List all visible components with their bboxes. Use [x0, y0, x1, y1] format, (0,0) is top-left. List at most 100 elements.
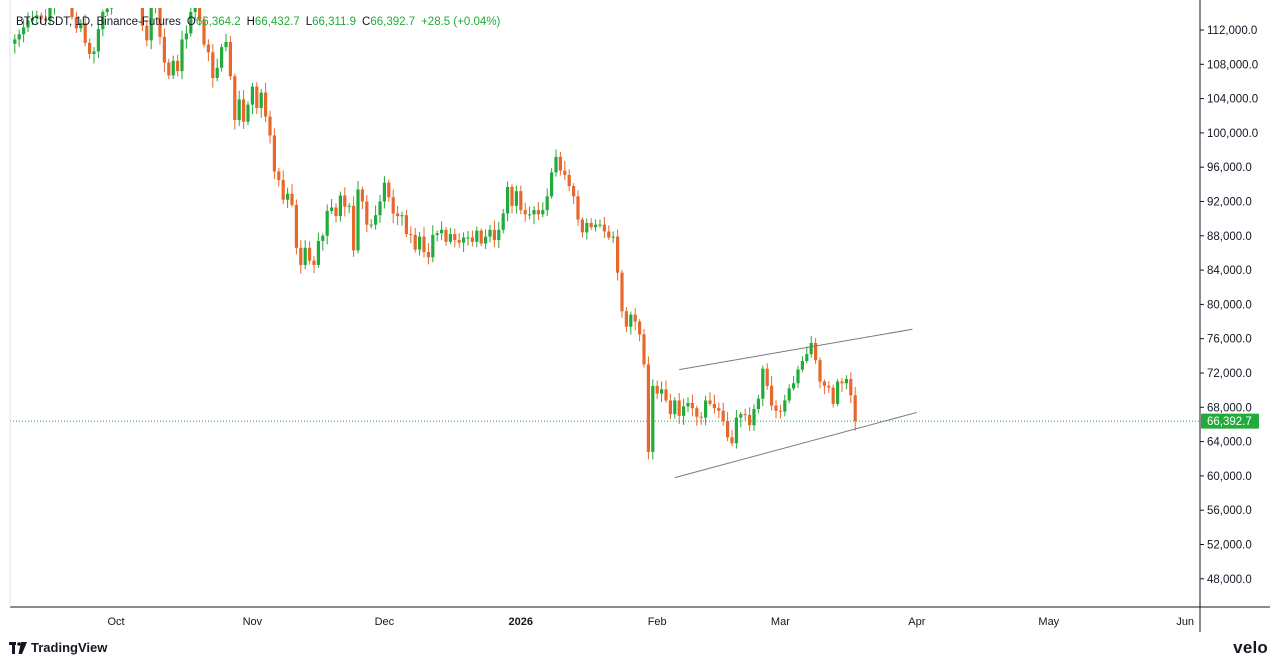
candle-body [827, 385, 831, 388]
candle-body [277, 171, 281, 181]
candle-body [316, 240, 320, 265]
candle-body [778, 410, 782, 412]
candle-body [369, 224, 373, 226]
candle-body [325, 210, 329, 236]
exchange-name: Binance-Futures [96, 16, 181, 28]
candle-body [695, 408, 699, 417]
candle-body [479, 230, 483, 244]
candle-body [299, 247, 303, 265]
candle-body [286, 193, 290, 200]
candle-body [488, 229, 492, 237]
candle-body [853, 395, 857, 422]
candle-body [660, 389, 664, 394]
candle-body [765, 368, 769, 386]
candle-body [629, 314, 633, 327]
candle-body [708, 400, 712, 404]
price-tick-label: 96,000.0 [1207, 162, 1252, 174]
candle-body [215, 67, 219, 79]
candle-body [365, 201, 369, 225]
candle-body [79, 23, 83, 29]
candle-body [633, 314, 637, 322]
price-tick-label: 80,000.0 [1207, 299, 1252, 311]
low-label: L [305, 16, 313, 28]
candle-body [338, 195, 342, 217]
candle-body [228, 42, 232, 77]
candle-body [352, 205, 356, 251]
candle-body [783, 400, 787, 412]
price-tick-label: 72,000.0 [1207, 368, 1252, 380]
candle-body [651, 385, 655, 452]
symbol-name[interactable]: BTCUSDT [16, 16, 70, 28]
candle-body [154, 3, 157, 6]
candle-body [536, 210, 540, 215]
candle-body [356, 189, 360, 251]
lower-trendline [674, 411, 917, 479]
candle-body [418, 236, 422, 250]
candle-body [607, 231, 611, 238]
candle-body [805, 354, 809, 361]
candle-body [506, 186, 510, 214]
candle-body [620, 272, 624, 312]
candle-body [343, 195, 347, 207]
candle-body [171, 60, 175, 76]
candle-body [668, 400, 672, 415]
candle-body [809, 342, 813, 355]
month-label: Jun [1176, 616, 1194, 628]
candle-body [470, 237, 474, 242]
candle-body [268, 116, 272, 136]
interval-label[interactable]: 1D [75, 16, 91, 28]
candle-body [836, 381, 840, 404]
candle-body [242, 99, 246, 122]
month-label: May [1038, 616, 1059, 628]
candle-body [321, 235, 325, 241]
candle-body [528, 214, 532, 216]
candle-body [237, 99, 241, 121]
candle-body [233, 76, 237, 121]
candle-body [800, 360, 804, 370]
close-value: 66,392.7 [370, 16, 416, 28]
tradingview-logo-icon [9, 641, 27, 654]
candle-body [162, 36, 166, 63]
candle-body [514, 191, 518, 206]
candle-body [378, 201, 382, 216]
candle-body [404, 215, 408, 235]
candle-body [70, 8, 74, 18]
upper-trendline [679, 328, 913, 371]
candle-body [13, 39, 17, 44]
candle-body [92, 51, 96, 55]
candle-body [44, 18, 48, 21]
candle-body [413, 234, 417, 250]
candle-body [453, 234, 457, 241]
candle-body [440, 229, 444, 234]
candle-body [140, 8, 144, 26]
plot-area[interactable] [10, 0, 1200, 479]
candle-body [259, 92, 263, 109]
candle-body [180, 39, 184, 72]
price-tick-label: 60,000.0 [1207, 471, 1252, 483]
candle-body [149, 8, 153, 41]
candle-body [66, 0, 69, 1]
candle-body [594, 224, 598, 228]
candle-body [189, 11, 193, 34]
candle-body [792, 383, 796, 389]
tradingview-brand[interactable]: TradingView [9, 640, 107, 655]
candle-body [330, 207, 334, 211]
candle-body [624, 311, 628, 327]
candle-body [598, 224, 602, 226]
candle-body [290, 193, 294, 205]
candle-body [211, 52, 215, 79]
candle-body [682, 406, 686, 416]
price-tick-label: 76,000.0 [1207, 334, 1252, 346]
candle-body [840, 381, 844, 384]
candle-body [272, 135, 276, 172]
price-tick-label: 64,000.0 [1207, 437, 1252, 449]
candle-body [831, 387, 835, 404]
candle-body [426, 252, 430, 258]
price-tick-label: 88,000.0 [1207, 231, 1252, 243]
last-price-tag-label: 66,392.7 [1207, 416, 1252, 428]
candle-body [712, 403, 716, 409]
candle-body [360, 189, 364, 202]
candle-body [770, 385, 774, 406]
candle-body [26, 20, 30, 28]
